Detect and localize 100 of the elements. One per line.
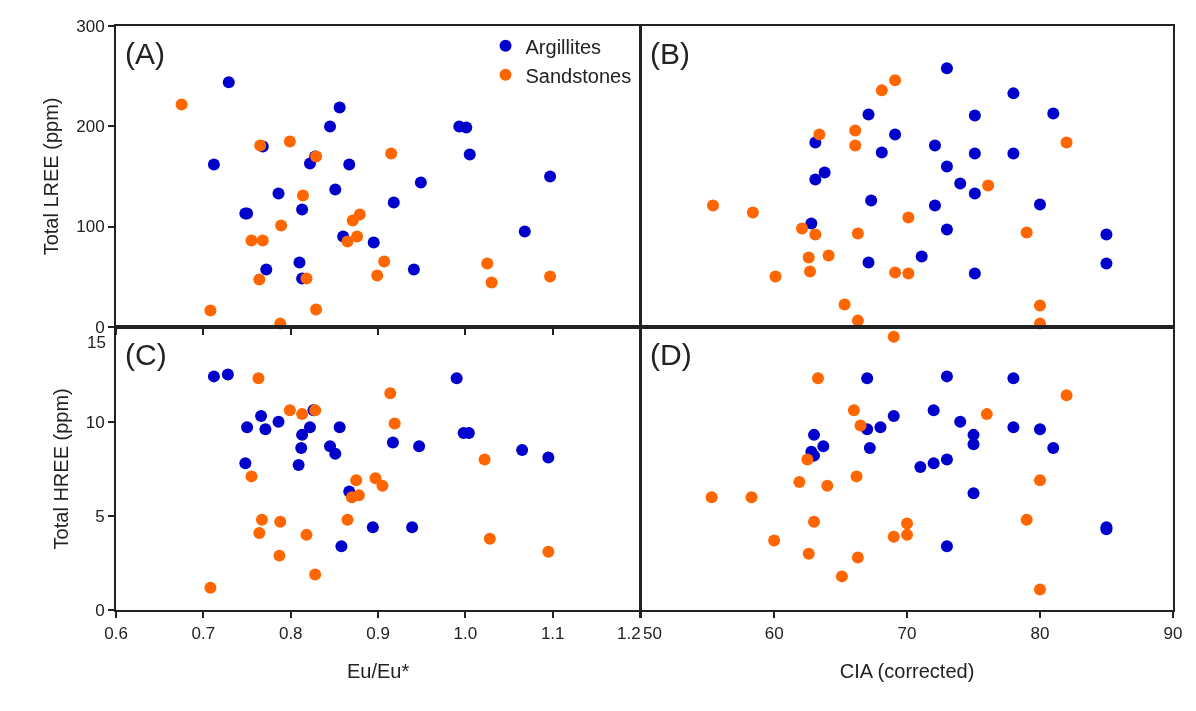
y-tick-label: 10 <box>85 412 105 432</box>
y-tick-label: 300 <box>76 17 105 37</box>
point <box>324 120 337 133</box>
x-axis-title: CIA (corrected) <box>839 659 975 682</box>
point <box>862 108 875 121</box>
point <box>1047 442 1060 455</box>
point <box>902 211 915 224</box>
point <box>283 135 296 148</box>
point <box>817 440 830 453</box>
point <box>769 270 782 283</box>
legend-label: Sandstones <box>525 64 632 87</box>
point <box>928 199 941 212</box>
legend-label: Argillites <box>525 35 602 58</box>
point <box>940 160 953 173</box>
point <box>875 84 888 97</box>
point <box>809 228 822 241</box>
point <box>367 236 380 249</box>
point <box>1033 423 1046 436</box>
point <box>805 217 818 230</box>
point <box>861 372 874 385</box>
x-tick-label: 60 <box>764 623 784 643</box>
point <box>746 206 759 219</box>
point <box>385 147 398 160</box>
point <box>812 372 824 385</box>
point <box>847 404 860 417</box>
point <box>175 98 188 111</box>
point <box>378 255 391 268</box>
point <box>707 199 719 212</box>
point <box>854 419 867 432</box>
point <box>822 249 835 262</box>
point <box>801 453 814 466</box>
x-tick-label: 1.1 <box>540 623 565 643</box>
point <box>293 256 306 269</box>
point <box>351 230 364 243</box>
point <box>838 298 851 311</box>
point <box>1060 389 1073 402</box>
point <box>204 304 217 317</box>
x-tick-label: 1.2 <box>617 624 641 643</box>
point <box>343 158 356 171</box>
chart-title: (D) <box>650 338 692 371</box>
point <box>887 530 900 543</box>
chart-title: (C) <box>125 338 167 371</box>
point <box>875 146 888 159</box>
x-axis-title: Eu/Eu* <box>346 659 410 682</box>
point <box>1033 474 1046 487</box>
point <box>968 187 981 200</box>
point <box>804 265 817 278</box>
point <box>768 534 781 547</box>
x-tick-label: 80 <box>1030 623 1050 643</box>
point <box>705 491 718 504</box>
point <box>954 415 967 428</box>
point <box>802 251 815 264</box>
x-tick-label: 70 <box>897 623 917 643</box>
point <box>818 166 831 179</box>
point <box>1007 87 1020 100</box>
point <box>485 276 498 289</box>
point <box>310 303 323 316</box>
point <box>808 428 821 441</box>
point <box>914 460 927 473</box>
point <box>544 270 557 283</box>
x-tick-label: 0.9 <box>366 623 390 643</box>
point <box>796 222 809 235</box>
point <box>927 404 940 417</box>
x-tick-label: 50 <box>643 624 662 643</box>
point <box>371 269 384 282</box>
point <box>927 457 940 470</box>
point <box>544 170 557 183</box>
point <box>1100 228 1113 241</box>
point <box>849 139 862 152</box>
point <box>407 263 420 276</box>
point <box>968 147 981 160</box>
point <box>874 421 887 434</box>
point <box>253 273 266 286</box>
point <box>296 203 309 216</box>
x-tick-label: 90 <box>1163 623 1183 643</box>
point <box>809 173 822 186</box>
point <box>982 179 995 192</box>
point <box>1047 107 1060 120</box>
point <box>1060 136 1073 149</box>
point <box>902 267 915 280</box>
point <box>849 124 862 137</box>
point <box>1020 513 1033 526</box>
point <box>808 515 821 528</box>
point <box>256 234 269 247</box>
point <box>1007 421 1020 434</box>
y-axis-title: Total LREE (ppm) <box>40 97 63 256</box>
chart-title: (A) <box>125 37 165 70</box>
point <box>940 62 953 75</box>
point <box>341 235 354 248</box>
point <box>940 223 953 236</box>
point <box>901 528 914 541</box>
point <box>940 453 953 466</box>
point <box>967 438 980 451</box>
point <box>1007 147 1020 160</box>
point <box>821 479 834 492</box>
point <box>414 176 427 189</box>
point <box>851 551 864 564</box>
y-tick-label: 0 <box>95 601 105 621</box>
point <box>793 476 806 489</box>
point <box>245 234 258 247</box>
